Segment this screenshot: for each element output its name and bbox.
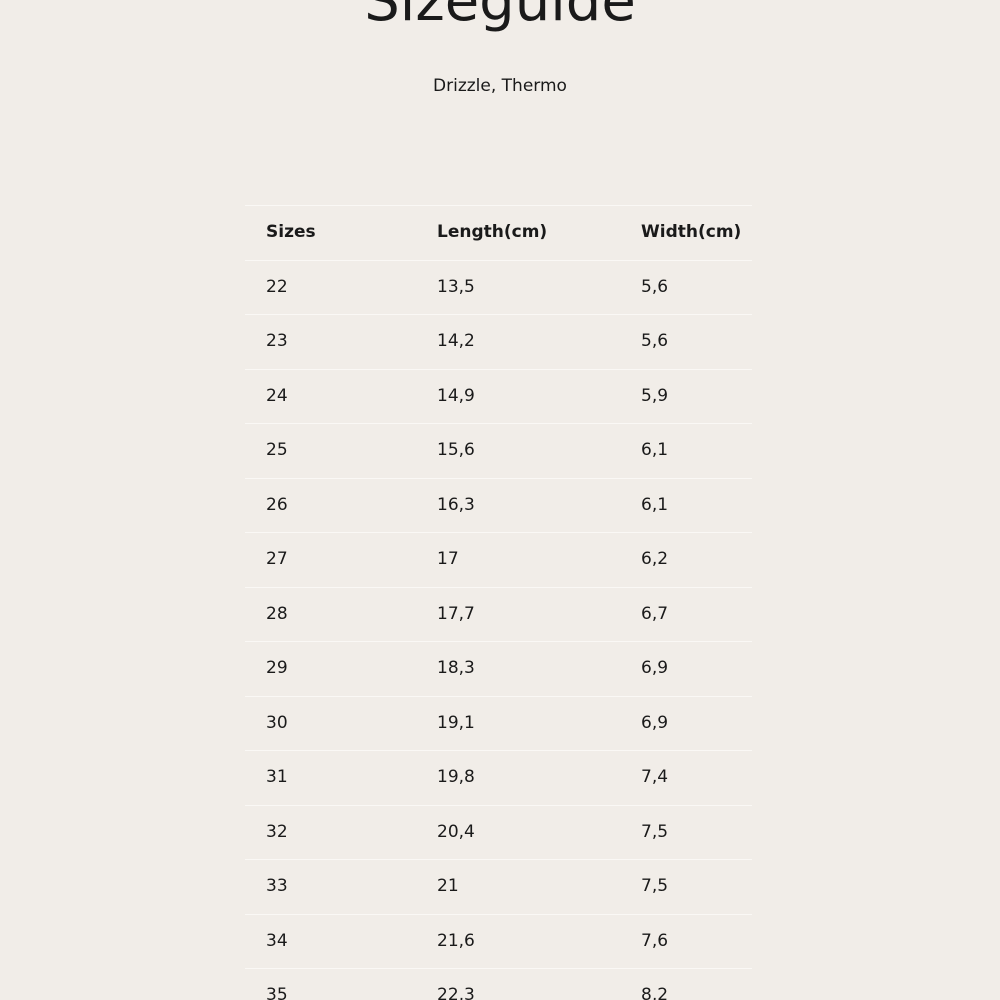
table-cell: 16,3 [437,494,475,515]
table-cell: 21,6 [437,930,475,951]
table-cell: 6,1 [641,440,669,460]
table-cell: 31 [266,767,288,787]
table-cell: 30 [266,712,288,733]
table-cell: 7,6 [641,930,669,951]
table-cell: 6,7 [641,603,669,624]
column-header: Width(cm) [641,222,742,242]
table-row: 27 17 6,2 [245,532,752,587]
table-row: 28 17,7 6,7 [245,586,752,642]
table-row: 30 19,1 6,9 [245,695,752,751]
table-row: 31 19,8 7,4 [245,750,752,805]
table-row: 25 15,6 6,1 [245,423,752,478]
table-row: 32 20,4 7,5 [245,804,752,860]
table-cell: 6,9 [641,712,669,733]
table-row: 35 22,3 8,2 [245,968,752,1000]
table-cell: 6,2 [641,549,669,569]
table-cell: 35 [266,985,288,1000]
table-cell: 18,3 [437,658,475,678]
table-cell: 5,9 [641,385,669,406]
table-cell: 32 [266,821,288,842]
table-cell: 6,9 [641,658,669,678]
table-cell: 26 [266,494,288,515]
column-header: Length(cm) [437,222,548,242]
table-cell: 7,4 [641,767,669,787]
table-row: 24 14,9 5,9 [245,368,752,424]
table-cell: 29 [266,658,288,678]
table-row: 29 18,3 6,9 [245,641,752,696]
table-cell: 22 [266,276,288,297]
table-cell: 19,1 [437,712,475,733]
table-cell: 15,6 [437,440,475,460]
subtitle: Drizzle, Thermo [433,76,567,96]
table-cell: 22,3 [437,985,475,1000]
table-cell: 28 [266,603,288,624]
table-cell: 6,1 [641,494,669,515]
table-cell: 19,8 [437,767,475,787]
table-cell: 24 [266,385,288,406]
table-row: 26 16,3 6,1 [245,477,752,533]
column-header: Sizes [266,222,316,242]
table-cell: 13,5 [437,276,475,297]
table-cell: 27 [266,549,288,569]
table-cell: 14,2 [437,331,475,351]
title: Sizeguide [364,0,636,34]
table-row: 34 21,6 7,6 [245,913,752,969]
table-cell: 5,6 [641,331,669,351]
table-cell: 17,7 [437,603,475,624]
header-row: Sizes Length(cm) Width(cm) [245,205,752,260]
table-cell: 14,9 [437,385,475,406]
table-cell: 5,6 [641,276,669,297]
table-cell: 23 [266,331,288,351]
table-cell: 33 [266,876,288,896]
table-cell: 8,2 [641,985,669,1000]
table-cell: 25 [266,440,288,460]
table-row: 23 14,2 5,6 [245,314,752,369]
size-table: Sizes Length(cm) Width(cm) 22 13,5 5,6 23 14,2 5… [245,205,752,1000]
table-cell: 34 [266,930,288,951]
table-cell: 21 [437,876,459,896]
table-row: 33 21 7,5 [245,859,752,914]
table-cell: 17 [437,549,459,569]
table-cell: 7,5 [641,821,669,842]
table-row: 22 13,5 5,6 [245,259,752,315]
table-cell: 7,5 [641,876,669,896]
table-cell: 20,4 [437,821,475,842]
